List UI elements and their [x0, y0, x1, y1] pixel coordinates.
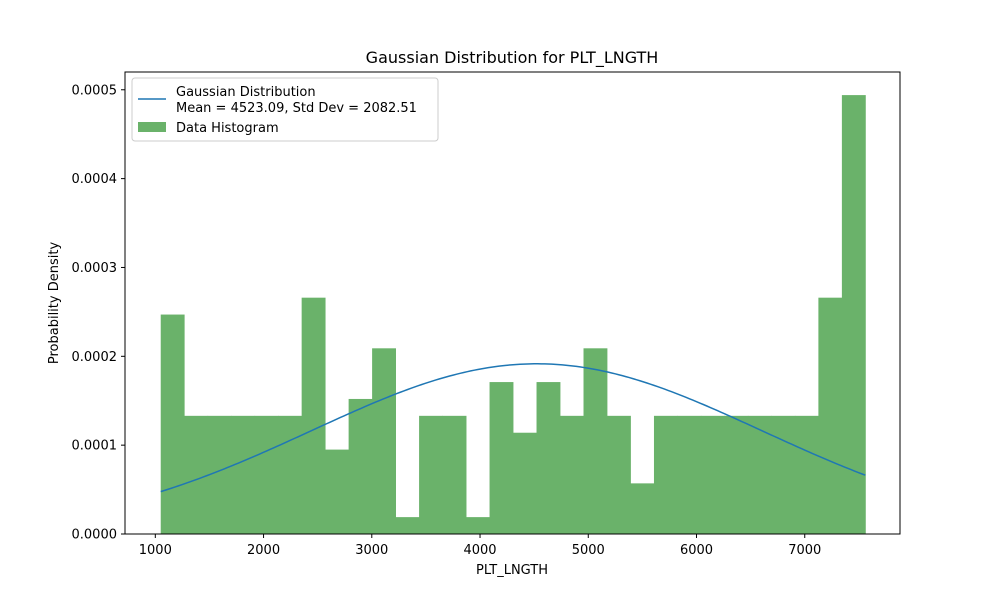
x-tick-label: 2000: [247, 543, 280, 558]
histogram-bar: [677, 415, 702, 534]
histogram-bar: [653, 415, 678, 534]
x-tick-label: 1000: [139, 543, 172, 558]
y-tick-label: 0.0004: [72, 172, 118, 187]
x-tick-label: 6000: [680, 543, 713, 558]
y-tick-label: 0.0000: [72, 528, 118, 543]
y-tick-label: 0.0001: [72, 439, 118, 454]
legend: Gaussian Distribution Mean = 4523.09, St…: [131, 77, 439, 142]
histogram-bar: [630, 483, 655, 534]
legend-bar-swatch: [138, 122, 166, 132]
legend-box: [131, 77, 439, 142]
histogram-bar: [724, 415, 749, 534]
histogram-bar: [278, 415, 303, 534]
histogram-bar: [395, 517, 420, 534]
x-axis-ticks: 1000 2000 3000 4000 5000 6000 7000: [139, 534, 821, 558]
histogram-bar: [583, 348, 608, 534]
y-axis-label: Probability Density: [47, 242, 62, 365]
gaussian-curve: [160, 363, 866, 493]
histogram-bar: [325, 449, 350, 534]
x-tick-label: 4000: [463, 543, 496, 558]
histogram-bar: [841, 95, 866, 534]
y-axis-ticks: 0.0000 0.0001 0.0002 0.0003 0.0004 0.0005: [72, 83, 125, 543]
x-tick-label: 5000: [572, 543, 605, 558]
x-tick-label: 7000: [788, 543, 821, 558]
y-tick-label: 0.0002: [72, 350, 118, 365]
histogram-bar: [372, 348, 396, 534]
histogram-bar: [160, 314, 185, 534]
gaussian-curve-layer: [160, 363, 866, 493]
histogram-bars: [160, 95, 866, 534]
histogram-bar: [348, 398, 373, 534]
x-axis-label: PLT_LNGTH: [476, 563, 548, 578]
histogram-bar: [818, 297, 843, 534]
histogram-bar: [700, 415, 725, 534]
legend-label-gaussian: Gaussian Distribution: [176, 85, 316, 100]
histogram-bar: [513, 432, 537, 534]
y-tick-label: 0.0003: [72, 261, 118, 276]
histogram-bar: [489, 382, 514, 534]
histogram-bar: [254, 415, 279, 534]
plot-frame: [124, 71, 901, 535]
y-tick-label: 0.0005: [72, 83, 118, 98]
histogram-bar: [794, 415, 819, 534]
histogram-bar: [536, 382, 561, 534]
x-tick-label: 3000: [355, 543, 388, 558]
histogram-bar: [771, 415, 796, 534]
histogram-bar: [301, 297, 326, 534]
histogram-bar: [606, 415, 631, 534]
histogram-bar: [747, 415, 772, 534]
histogram-bar: [442, 415, 467, 534]
histogram-bar: [184, 415, 209, 534]
legend-label-gaussian-stats: Mean = 4523.09, Std Dev = 2082.51: [176, 101, 417, 116]
histogram-bar: [207, 415, 232, 534]
histogram-bar: [560, 415, 584, 534]
histogram-bar: [466, 517, 490, 534]
chart-title: Gaussian Distribution for PLT_LNGTH: [366, 48, 659, 68]
legend-label-histogram: Data Histogram: [176, 121, 279, 136]
histogram-bar: [231, 415, 256, 534]
histogram-bar: [419, 415, 443, 534]
